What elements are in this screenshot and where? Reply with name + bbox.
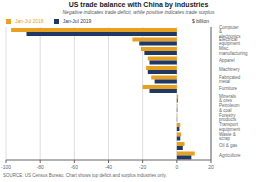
svg-text:Transportequipment: Transportequipment [219,122,241,132]
svg-text:Agriculture: Agriculture [219,153,241,158]
svg-text:Electricalequipment: Electricalequipment [219,37,241,47]
svg-text:0: 0 [175,164,178,170]
svg-text:Misc.manufacturing: Misc.manufacturing [219,46,248,56]
svg-text:-60: -60 [71,164,78,170]
svg-text:Apparel: Apparel [219,58,235,63]
svg-text:Oil & gas: Oil & gas [219,143,238,148]
svg-text:-40: -40 [105,164,112,170]
svg-text:Fabricatedmetal: Fabricatedmetal [219,75,241,85]
svg-text:Machinery: Machinery [219,67,241,72]
svg-text:Minerals& ores: Minerals& ores [219,94,237,104]
svg-text:Waste &scrap: Waste &scrap [219,132,236,142]
svg-text:Petroleum& coal: Petroleum& coal [219,103,240,113]
svg-text:Forestryproducts: Forestryproducts [219,113,237,123]
svg-text:20: 20 [208,164,214,170]
svg-text:-100: -100 [8,164,11,170]
svg-text:-80: -80 [37,164,44,170]
svg-text:Furniture: Furniture [219,86,238,91]
svg-text:-20: -20 [139,164,146,170]
